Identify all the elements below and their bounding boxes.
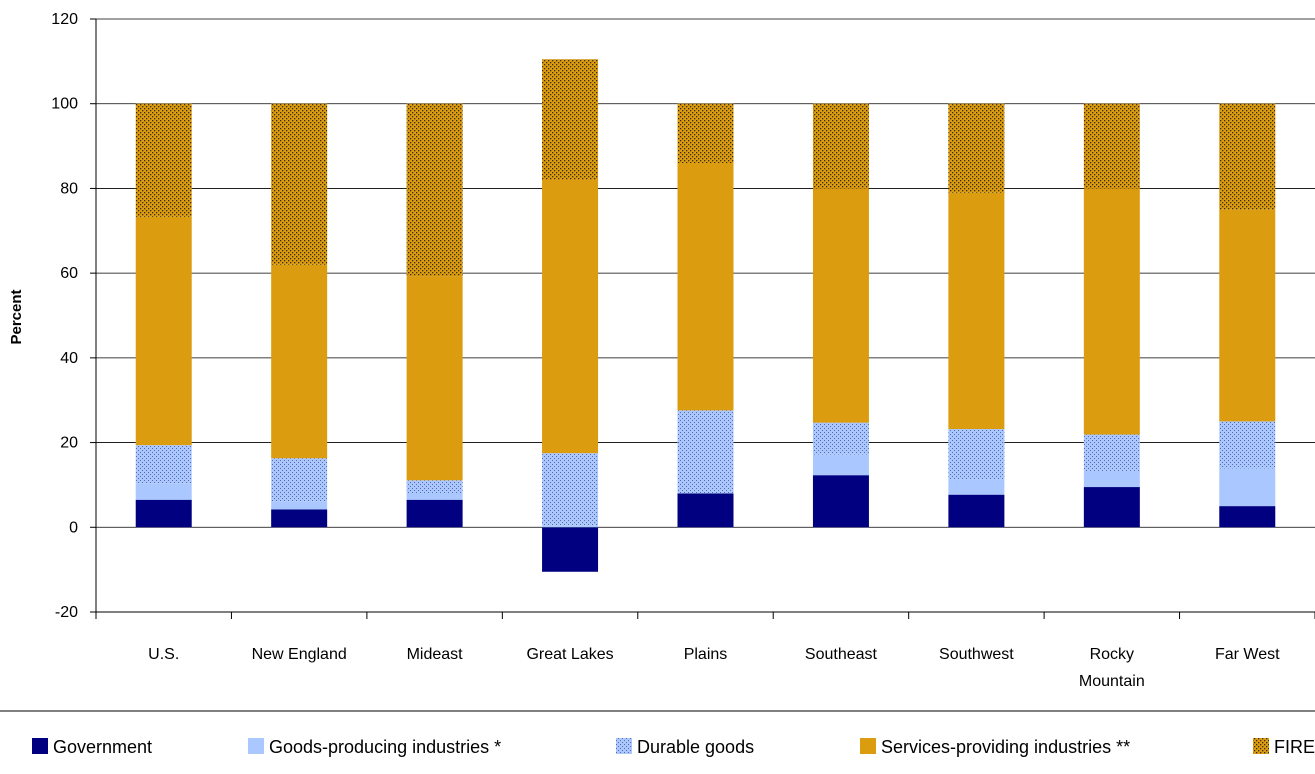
bar-new-england-services-providing-industries xyxy=(271,264,328,459)
y-axis-title: Percent xyxy=(8,289,25,344)
y-tick-label: 100 xyxy=(51,96,78,113)
bar-mideast-fire xyxy=(406,103,463,277)
bar-plains-fire xyxy=(677,103,734,164)
y-tick-label: 0 xyxy=(69,519,78,536)
x-tick-label: Southeast xyxy=(805,646,878,663)
bar-mideast-government xyxy=(406,499,463,528)
bar-southwest-durable-goods xyxy=(948,429,1005,480)
bar-southwest-fire xyxy=(948,103,1005,193)
bar-southwest-government xyxy=(948,494,1005,528)
legend-swatch-services-providing-industries xyxy=(860,738,876,754)
bar-great-lakes-fire xyxy=(542,59,599,180)
x-tick-label: Southwest xyxy=(939,646,1014,663)
bar-mideast-goods-producing-industries xyxy=(406,492,463,500)
legend-label-goods-producing-industries: Goods-producing industries * xyxy=(269,737,501,757)
bar-u-s-government xyxy=(135,499,192,528)
bar-southeast-goods-producing-industries xyxy=(812,454,869,476)
legend-label-services-providing-industries: Services-providing industries ** xyxy=(881,737,1130,757)
legend-label-fire: FIRE xyxy=(1274,737,1315,757)
bar-rocky-mountain-government xyxy=(1083,487,1140,528)
bar-great-lakes-goods-producing-industries xyxy=(542,525,599,528)
legend: Government Goods-producing industries * Du… xyxy=(32,737,1315,757)
bar-southeast-government xyxy=(812,475,869,528)
bar-southeast-durable-goods xyxy=(812,422,869,455)
legend-swatch-fire xyxy=(1253,738,1269,754)
bar-southeast-services-providing-industries xyxy=(812,188,869,423)
bar-far-west-services-providing-industries xyxy=(1219,209,1276,422)
y-tick-label: 80 xyxy=(60,180,78,197)
bar-far-west-durable-goods xyxy=(1219,421,1276,469)
bar-plains-government xyxy=(677,493,734,528)
y-tick-label: -20 xyxy=(55,604,78,621)
bar-far-west-fire xyxy=(1219,103,1276,210)
bar-far-west-goods-producing-industries xyxy=(1219,468,1276,507)
axes xyxy=(90,18,1315,619)
bar-new-england-fire xyxy=(271,103,328,265)
bars xyxy=(135,59,1276,572)
legend-label-durable-goods: Durable goods xyxy=(637,737,754,757)
y-tick-label: 40 xyxy=(60,350,78,367)
bar-plains-durable-goods xyxy=(677,410,734,494)
bar-u-s-durable-goods xyxy=(135,445,192,484)
bar-mideast-services-providing-industries xyxy=(406,276,463,481)
bar-great-lakes-government xyxy=(542,527,599,572)
bar-new-england-goods-producing-industries xyxy=(271,501,328,510)
bar-great-lakes-durable-goods xyxy=(542,453,599,526)
bar-u-s-goods-producing-industries xyxy=(135,483,192,500)
legend-swatch-government xyxy=(32,738,48,754)
bar-rocky-mountain-services-providing-industries xyxy=(1083,188,1140,435)
bar-mideast-durable-goods xyxy=(406,480,463,493)
bar-rocky-mountain-durable-goods xyxy=(1083,434,1140,471)
legend-swatch-goods-producing-industries xyxy=(248,738,264,754)
x-tick-label: Great Lakes xyxy=(526,646,613,663)
bar-u-s-fire xyxy=(135,103,192,217)
bar-new-england-government xyxy=(271,509,328,528)
x-tick-labels: U.S. New England Mideast Great Lakes Plains S… xyxy=(148,646,1280,690)
x-tick-label: New England xyxy=(252,646,347,663)
y-tick-labels: -20 0 20 40 60 80 100 120 xyxy=(51,11,78,621)
x-tick-label: Mideast xyxy=(407,646,464,663)
y-tick-label: 20 xyxy=(60,435,78,452)
bar-southeast-fire xyxy=(812,103,869,189)
bar-southwest-goods-producing-industries xyxy=(948,479,1005,495)
y-tick-label: 60 xyxy=(60,265,78,282)
bar-far-west-government xyxy=(1219,506,1276,528)
bar-new-england-durable-goods xyxy=(271,458,328,502)
bar-plains-services-providing-industries xyxy=(677,163,734,411)
x-tick-label: U.S. xyxy=(148,646,179,663)
legend-swatch-durable-goods xyxy=(616,738,632,754)
bar-southwest-services-providing-industries xyxy=(948,192,1005,430)
bar-rocky-mountain-fire xyxy=(1083,103,1140,189)
bar-rocky-mountain-goods-producing-industries xyxy=(1083,470,1140,488)
x-tick-label: Far West xyxy=(1215,646,1280,663)
legend-label-government: Government xyxy=(53,737,152,757)
x-tick-label: Rocky Mountain xyxy=(1079,646,1145,690)
x-tick-label: Plains xyxy=(684,646,728,663)
bar-great-lakes-services-providing-industries xyxy=(542,179,599,454)
bar-u-s-services-providing-industries xyxy=(135,216,192,446)
y-tick-label: 120 xyxy=(51,11,78,28)
